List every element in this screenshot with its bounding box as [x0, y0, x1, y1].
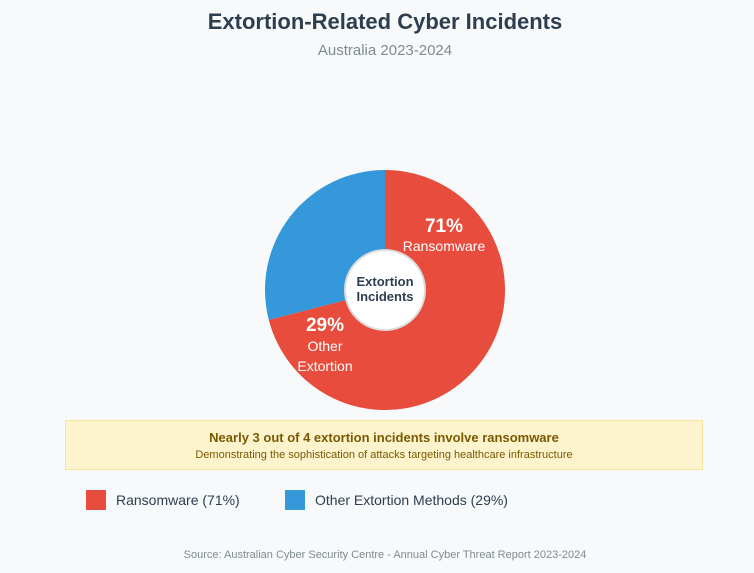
slice-name-label: Extortion	[297, 358, 352, 374]
slice-percent-label: 71%	[425, 216, 463, 237]
slice-percent-label: 29%	[306, 315, 344, 336]
center-label: Extortion	[356, 274, 413, 289]
chart-legend: Ransomware (71%) Other Extortion Methods…	[0, 490, 754, 512]
callout-subtext: Demonstrating the sophistication of atta…	[195, 449, 573, 461]
legend-swatch-ransomware	[86, 490, 106, 510]
legend-swatch-other	[285, 490, 305, 510]
insight-callout: Nearly 3 out of 4 extortion incidents in…	[65, 420, 703, 470]
slice-name-label: Other	[307, 338, 342, 354]
legend-label-ransomware: Ransomware (71%)	[116, 492, 240, 508]
slice-name-label: Ransomware	[403, 238, 486, 254]
legend-label-other: Other Extortion Methods (29%)	[315, 492, 508, 508]
chart-title: Extortion-Related Cyber Incidents	[207, 9, 563, 34]
center-label: Incidents	[356, 289, 413, 304]
chart-subtitle: Australia 2023-2024	[317, 42, 453, 59]
callout-headline: Nearly 3 out of 4 extortion incidents in…	[209, 430, 559, 445]
center-circle	[344, 249, 426, 331]
source-note: Source: Australian Cyber Security Centre…	[183, 549, 587, 561]
